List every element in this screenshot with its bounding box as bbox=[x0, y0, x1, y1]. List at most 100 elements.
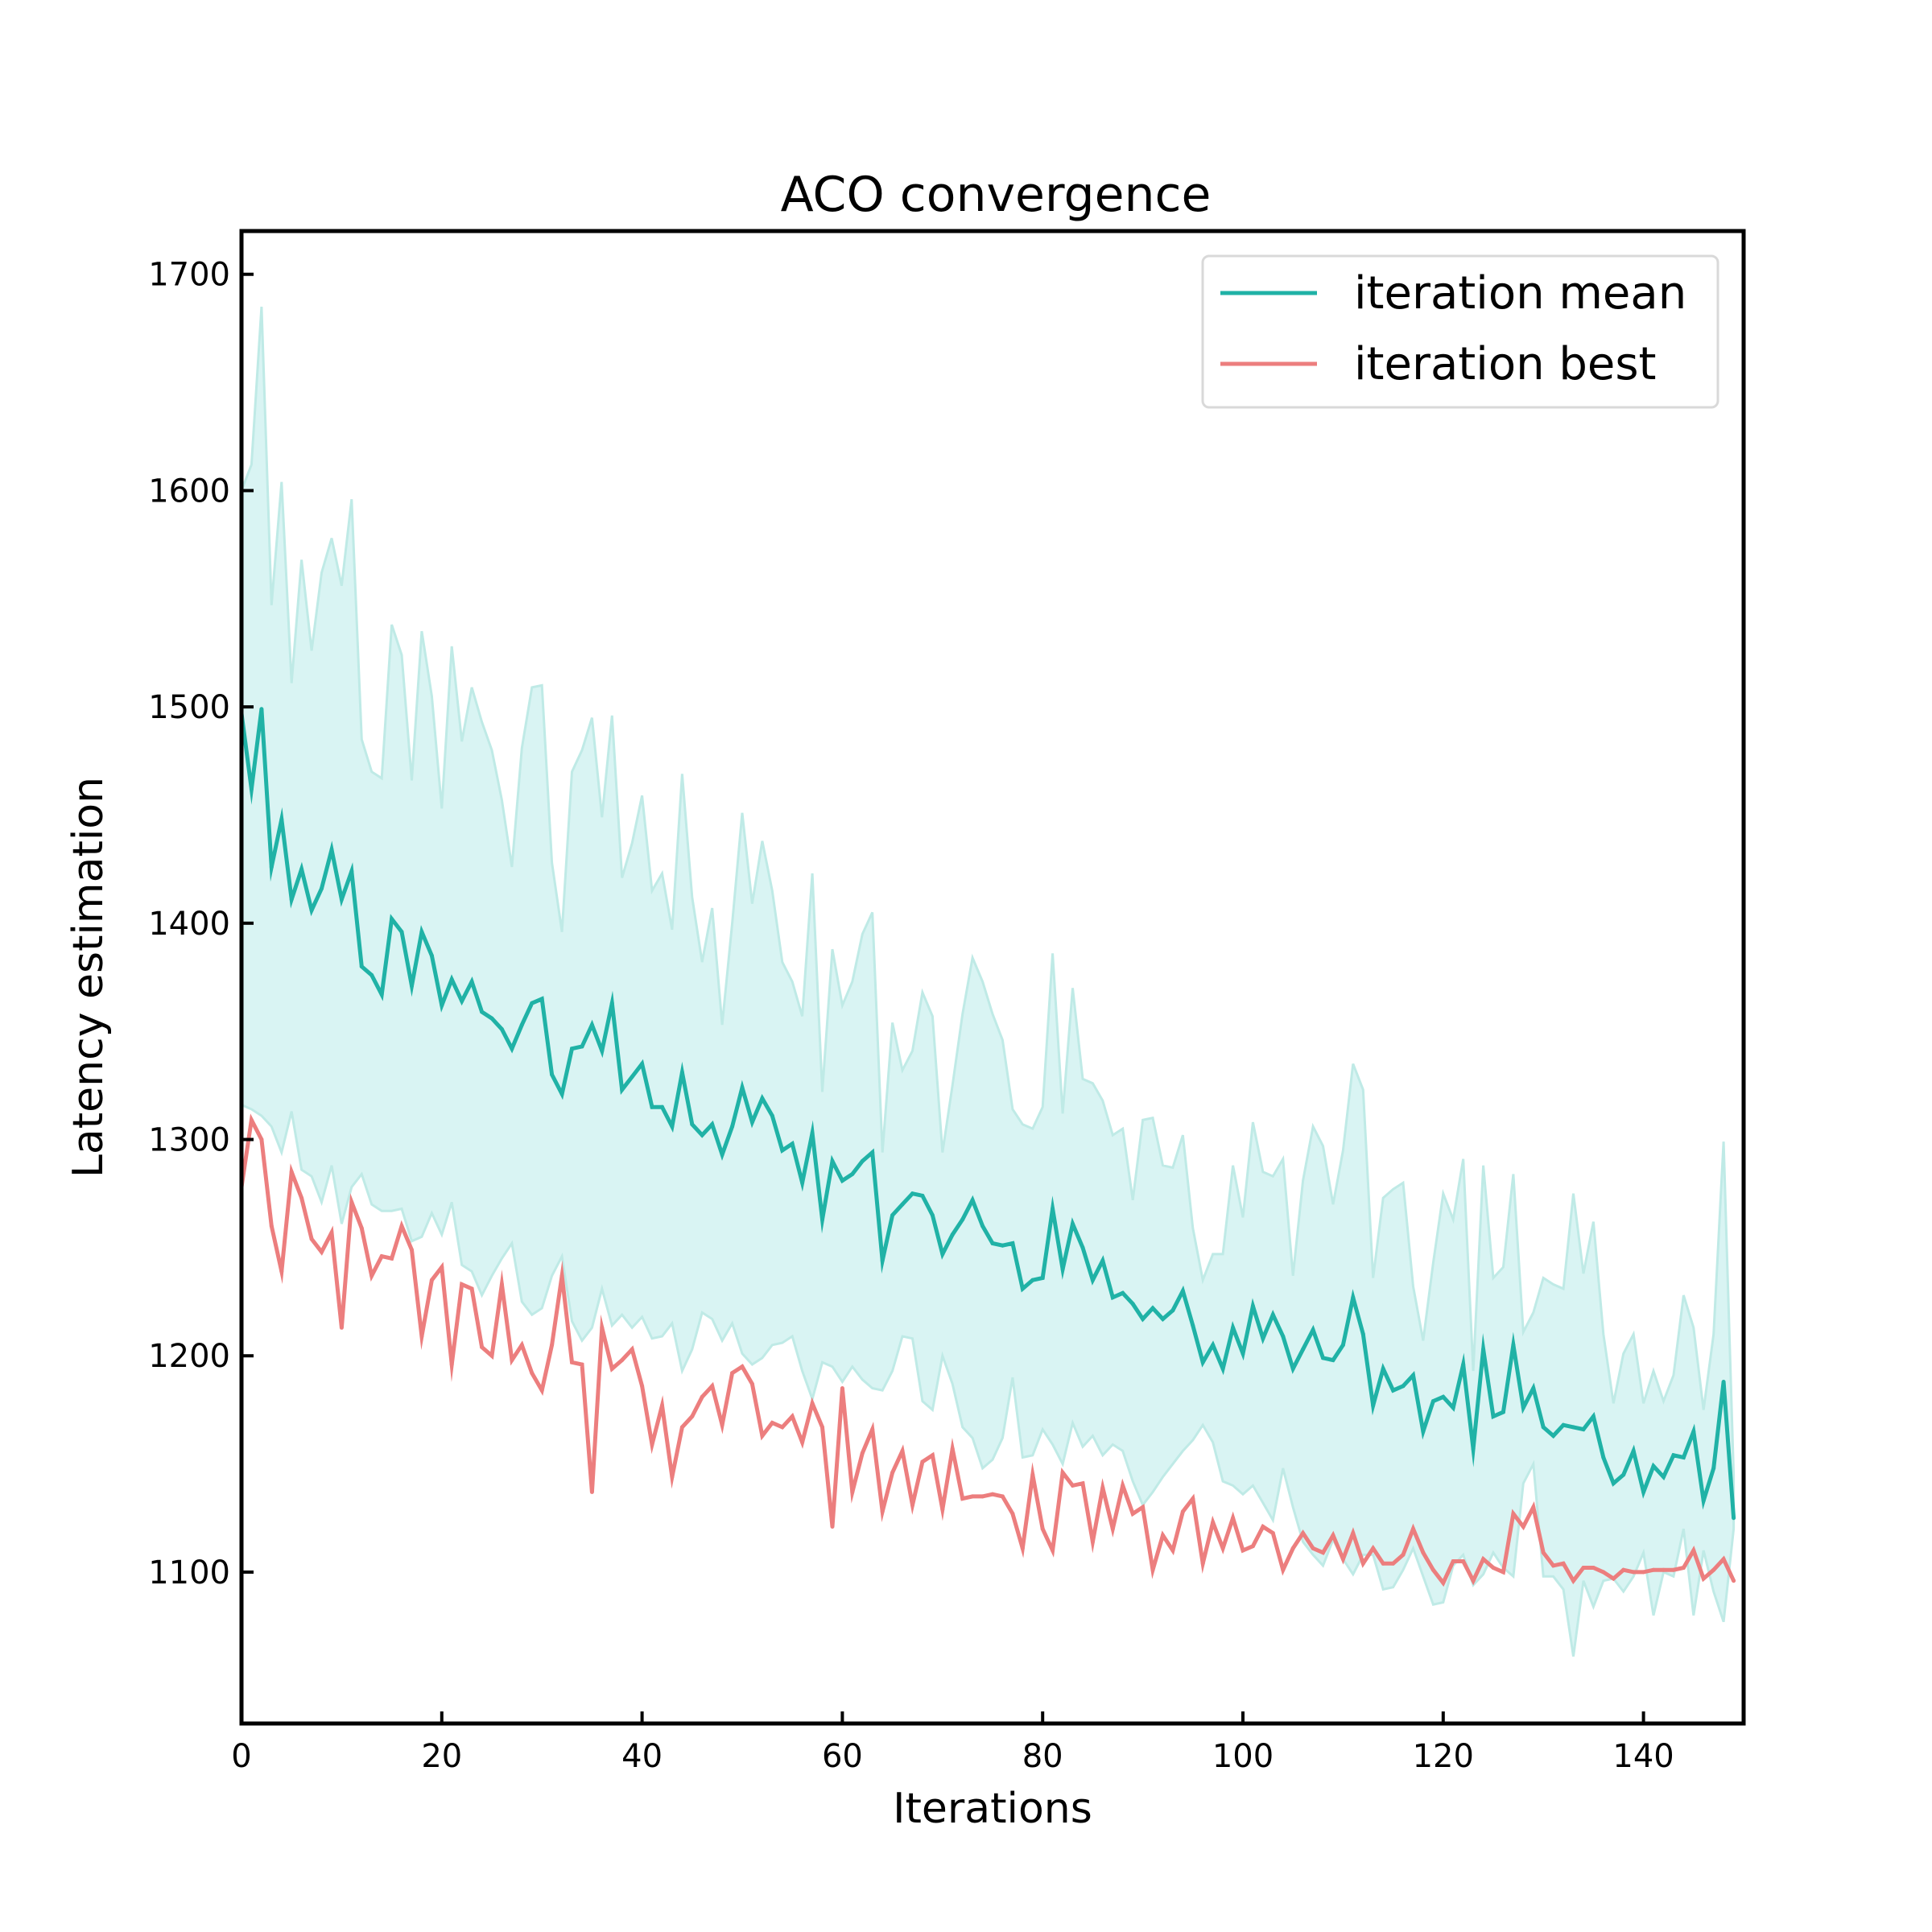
data-point-mean bbox=[930, 1213, 935, 1218]
data-point-mean bbox=[850, 1172, 855, 1176]
data-point-mean bbox=[640, 1062, 645, 1066]
data-point-best bbox=[1180, 1509, 1185, 1514]
data-point-best bbox=[650, 1442, 654, 1447]
data-point-mean bbox=[679, 1070, 684, 1075]
data-point-mean bbox=[269, 865, 274, 869]
data-point-best bbox=[440, 1265, 444, 1269]
data-point-mean bbox=[609, 1001, 614, 1005]
data-point-best bbox=[1281, 1567, 1286, 1572]
data-point-best bbox=[1351, 1531, 1356, 1535]
y-tick-label: 1300 bbox=[148, 1122, 230, 1159]
data-point-best bbox=[990, 1492, 995, 1496]
data-point-best bbox=[1110, 1526, 1115, 1531]
data-point-best bbox=[1591, 1566, 1596, 1570]
data-point-best bbox=[530, 1371, 535, 1376]
data-point-best bbox=[1711, 1567, 1716, 1572]
data-point-mean bbox=[1301, 1347, 1306, 1352]
legend: iteration mean iteration best bbox=[1201, 254, 1719, 409]
x-tick-label: 140 bbox=[1612, 1738, 1674, 1775]
data-point-mean bbox=[960, 1217, 965, 1222]
data-point-mean bbox=[1441, 1394, 1446, 1399]
data-point-best bbox=[1601, 1570, 1606, 1575]
data-point-mean bbox=[1121, 1290, 1125, 1295]
data-point-mean bbox=[790, 1141, 795, 1146]
data-point-mean bbox=[1340, 1343, 1345, 1348]
data-point-best bbox=[860, 1451, 865, 1455]
data-point-best bbox=[1451, 1559, 1455, 1563]
data-point-best bbox=[1130, 1511, 1135, 1516]
data-point-best bbox=[1211, 1520, 1216, 1525]
data-point-mean bbox=[279, 817, 284, 822]
data-point-best bbox=[910, 1503, 914, 1508]
data-point-mean bbox=[1411, 1373, 1415, 1377]
data-point-best bbox=[840, 1386, 844, 1390]
data-point-mean bbox=[539, 997, 544, 1001]
data-point-best bbox=[1641, 1570, 1646, 1575]
data-point-mean bbox=[530, 1001, 535, 1005]
data-point-mean bbox=[519, 1022, 524, 1027]
data-point-mean bbox=[1461, 1362, 1466, 1367]
x-tick-label: 0 bbox=[231, 1738, 251, 1775]
x-tick-label: 20 bbox=[421, 1738, 462, 1775]
data-point-best bbox=[349, 1199, 354, 1204]
data-point-best bbox=[289, 1170, 294, 1174]
data-point-mean bbox=[620, 1088, 625, 1092]
data-point-mean bbox=[730, 1124, 735, 1129]
data-point-best bbox=[1681, 1566, 1686, 1570]
data-point-mean bbox=[1732, 1516, 1736, 1521]
data-point-best bbox=[1732, 1579, 1736, 1583]
data-point-mean bbox=[650, 1104, 654, 1109]
data-point-best bbox=[359, 1226, 364, 1231]
data-point-mean bbox=[1651, 1463, 1656, 1468]
data-point-best bbox=[1080, 1481, 1085, 1486]
data-point-mean bbox=[1481, 1347, 1486, 1352]
data-point-mean bbox=[1371, 1403, 1376, 1408]
data-point-best bbox=[950, 1447, 955, 1451]
data-point-mean bbox=[1531, 1386, 1536, 1390]
data-point-mean bbox=[1691, 1429, 1696, 1434]
data-point-mean bbox=[1681, 1455, 1686, 1459]
data-point-mean bbox=[1211, 1343, 1216, 1348]
data-point-best bbox=[770, 1421, 774, 1425]
data-point-mean bbox=[1711, 1466, 1716, 1471]
data-point-best bbox=[489, 1353, 494, 1358]
data-point-best bbox=[679, 1425, 684, 1430]
data-point-mean bbox=[900, 1202, 905, 1207]
data-point-mean bbox=[1261, 1336, 1265, 1341]
data-point-mean bbox=[379, 993, 384, 997]
data-point-best bbox=[740, 1364, 745, 1369]
data-point-mean bbox=[740, 1085, 745, 1090]
data-point-mean bbox=[950, 1232, 955, 1237]
data-point-best bbox=[700, 1394, 704, 1399]
data-point-best bbox=[609, 1366, 614, 1371]
data-point-best bbox=[1461, 1559, 1466, 1563]
data-point-mean bbox=[1601, 1455, 1606, 1459]
y-tick-label: 1600 bbox=[148, 473, 230, 510]
axis-ticks: 0 20 40 60 80 100 120 140 1100 1200 1300 1400 1500 16… bbox=[148, 257, 1674, 1775]
data-point-mean bbox=[489, 1016, 494, 1021]
data-point-best bbox=[379, 1254, 384, 1259]
data-point-best bbox=[1051, 1548, 1055, 1553]
data-point-mean bbox=[390, 917, 394, 921]
data-point-mean bbox=[1161, 1317, 1165, 1321]
data-point-mean bbox=[1241, 1352, 1245, 1356]
data-point-best bbox=[1381, 1561, 1385, 1566]
data-point-mean bbox=[1220, 1366, 1225, 1371]
data-point-mean bbox=[990, 1241, 995, 1245]
data-point-best bbox=[810, 1401, 815, 1406]
data-point-best bbox=[1020, 1546, 1025, 1550]
data-point-best bbox=[279, 1269, 284, 1274]
data-point-best bbox=[780, 1425, 785, 1430]
data-point-best bbox=[1141, 1505, 1146, 1509]
data-point-mean bbox=[510, 1046, 514, 1051]
range-band bbox=[240, 306, 1736, 1657]
data-point-mean bbox=[550, 1072, 555, 1077]
data-point-mean bbox=[600, 1048, 605, 1053]
data-point-best bbox=[410, 1248, 414, 1253]
data-point-mean bbox=[1110, 1295, 1115, 1300]
data-point-mean bbox=[1721, 1380, 1726, 1384]
data-point-best bbox=[1441, 1580, 1446, 1585]
data-point-best bbox=[1340, 1557, 1345, 1562]
data-point-mean bbox=[1541, 1425, 1546, 1430]
